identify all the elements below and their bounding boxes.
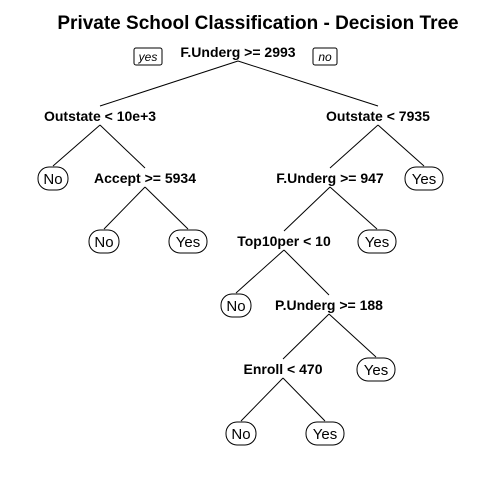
leaf-label: No [231, 426, 250, 443]
split-node: Outstate < 10e+3 [44, 108, 156, 124]
leaf-box [357, 229, 397, 254]
tree-edge [328, 313, 377, 358]
leaf-box [88, 229, 120, 254]
leaf-box [356, 357, 396, 382]
split-label: F.Underg >= 2993 [180, 44, 295, 60]
branch-label-no-box [312, 47, 338, 66]
tree-edge [52, 124, 101, 167]
split-label: F.Underg >= 947 [276, 170, 384, 186]
split-node: Top10per < 10 [237, 233, 331, 249]
leaf-box [305, 421, 345, 446]
leaf-label: No [94, 234, 113, 251]
leaf-box [37, 166, 69, 191]
edges-layer [52, 60, 425, 422]
leaf-node: No [88, 229, 120, 254]
split-node: F.Underg >= 2993 [180, 44, 295, 60]
leaf-label: Yes [364, 362, 388, 379]
tree-edge [144, 186, 189, 230]
tree-edge [237, 60, 379, 107]
split-label: Enroll < 470 [244, 361, 323, 377]
split-node: Enroll < 470 [244, 361, 323, 377]
split-node: F.Underg >= 947 [276, 170, 384, 186]
tree-title: Private School Classification - Decision… [57, 13, 458, 34]
tree-edge [99, 60, 239, 107]
leaf-box [404, 166, 444, 191]
branch-label-yes-group: yes [133, 47, 163, 66]
branch-label-yes: yes [138, 50, 158, 64]
split-label: Outstate < 7935 [326, 108, 430, 124]
leaf-label: No [43, 171, 62, 188]
nodes-layer: F.Underg >= 2993 Outstate < 10e+3 Outstate… [37, 44, 444, 446]
tree-edge [283, 186, 331, 232]
leaf-box [220, 293, 252, 318]
split-label: P.Underg >= 188 [275, 297, 383, 313]
tree-edge [103, 186, 146, 230]
leaf-box [225, 421, 257, 446]
leaf-label: Yes [176, 234, 200, 251]
tree-edge [377, 124, 425, 167]
tree-edge [329, 186, 378, 230]
leaf-node: Yes [168, 229, 208, 254]
tree-edge [282, 313, 330, 360]
leaf-node: Yes [356, 357, 396, 382]
leaf-node: No [220, 293, 252, 318]
tree-edge [283, 249, 330, 296]
leaf-box [168, 229, 208, 254]
tree-edge [329, 124, 379, 169]
split-node: Outstate < 7935 [326, 108, 430, 124]
leaf-node: No [225, 421, 257, 446]
tree-edge [235, 249, 285, 294]
tree-edge [282, 377, 326, 422]
leaf-label: Yes [412, 171, 436, 188]
split-label: Top10per < 10 [237, 233, 331, 249]
branch-label-no: no [318, 50, 332, 64]
leaf-node: Yes [305, 421, 345, 446]
leaf-node: No [37, 166, 69, 191]
leaf-label: Yes [365, 234, 389, 251]
leaf-label: Yes [313, 426, 337, 443]
tree-edge [240, 377, 284, 422]
split-node: Accept >= 5934 [94, 170, 196, 186]
split-node: P.Underg >= 188 [275, 297, 383, 313]
split-label: Accept >= 5934 [94, 170, 196, 186]
leaf-node: Yes [357, 229, 397, 254]
branch-label-no-group: no [312, 47, 338, 66]
leaf-label: No [226, 298, 245, 315]
branch-label-yes-box [133, 47, 163, 66]
split-label: Outstate < 10e+3 [44, 108, 156, 124]
tree-edge [99, 124, 146, 169]
leaf-node: Yes [404, 166, 444, 191]
